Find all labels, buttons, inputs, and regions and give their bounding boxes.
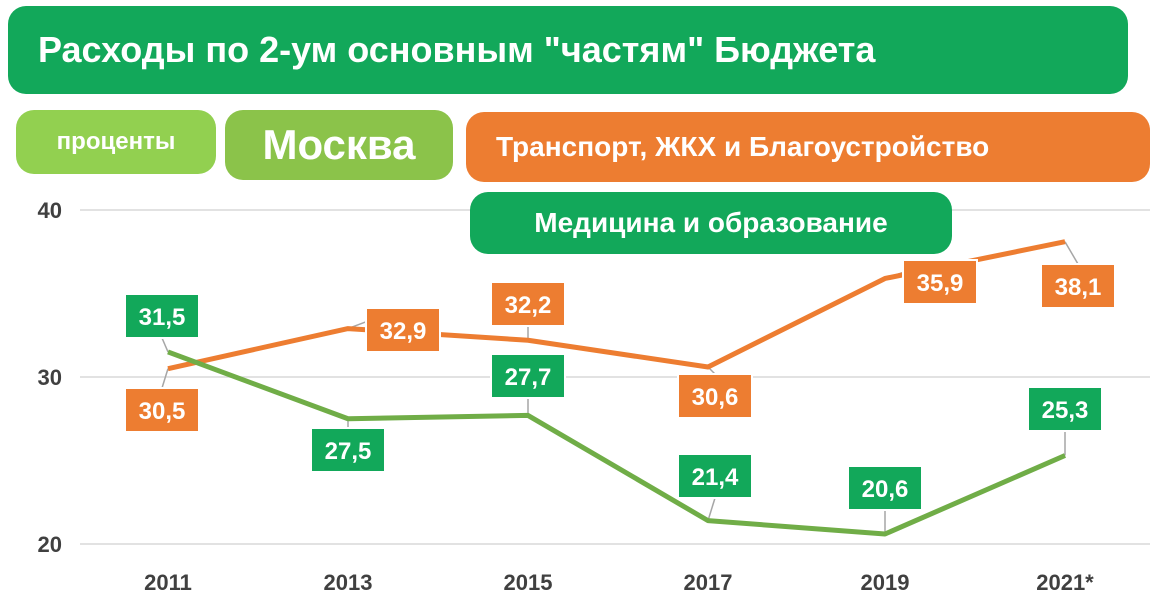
- data-label: 31,5: [139, 304, 186, 331]
- data-label: 25,3: [1042, 397, 1089, 424]
- leader-line: [1064, 241, 1079, 265]
- x-tick-label: 2013: [324, 570, 373, 595]
- data-label: 30,5: [139, 398, 186, 425]
- data-label: 32,9: [380, 318, 427, 345]
- data-label: 30,6: [692, 384, 739, 411]
- x-tick-label: 2011: [144, 570, 192, 595]
- legend-entry-transport: Транспорт, ЖКХ и Благоустройство: [466, 112, 1150, 182]
- x-tick-label: 2021*: [1036, 570, 1094, 595]
- chart-title: Расходы по 2-ум основным "частям" Бюджет…: [8, 6, 1128, 94]
- data-label-box: [847, 465, 923, 511]
- region-badge: Москва: [225, 110, 453, 180]
- unit-badge: проценты: [16, 110, 216, 174]
- data-label-box: [124, 293, 200, 339]
- data-label: 35,9: [917, 270, 964, 297]
- data-label-box: [902, 259, 978, 305]
- data-label-box: [1027, 386, 1103, 432]
- leader-line: [707, 497, 716, 521]
- leader-line: [161, 337, 169, 353]
- data-label-box: [365, 307, 441, 353]
- x-tick-label: 2019: [861, 570, 910, 595]
- x-axis-ticks: 2011 2013 2015 2017 2019 2021*: [144, 570, 1094, 595]
- y-tick-label: 20: [38, 532, 62, 557]
- x-tick-label: 2015: [504, 570, 553, 595]
- data-label: 27,5: [325, 438, 372, 465]
- data-label: 21,4: [692, 464, 739, 491]
- data-label: 38,1: [1055, 274, 1102, 301]
- series-line-1: [167, 349, 1066, 537]
- data-label: 27,7: [505, 364, 552, 391]
- legend-entry-medicine: Медицина и образование: [470, 192, 952, 254]
- data-label-box: [490, 281, 566, 327]
- leader-line: [161, 368, 169, 389]
- data-label-box: [490, 353, 566, 399]
- x-tick-label: 2017: [684, 570, 733, 595]
- data-labels: 30,5 32,9 32,2 30,6 35,9 38,1 31,5 27,5 27,7 21,4…: [124, 259, 1116, 511]
- data-label-box: [124, 387, 200, 433]
- data-label-box: [677, 373, 753, 419]
- y-tick-label: 40: [38, 198, 62, 223]
- data-label: 20,6: [862, 476, 909, 503]
- data-label-box: [1040, 263, 1116, 309]
- data-label-box: [310, 427, 386, 473]
- data-label: 32,2: [505, 292, 552, 319]
- y-axis-ticks: 20 30 40: [38, 198, 62, 557]
- y-tick-label: 30: [38, 365, 62, 390]
- data-label-box: [677, 453, 753, 499]
